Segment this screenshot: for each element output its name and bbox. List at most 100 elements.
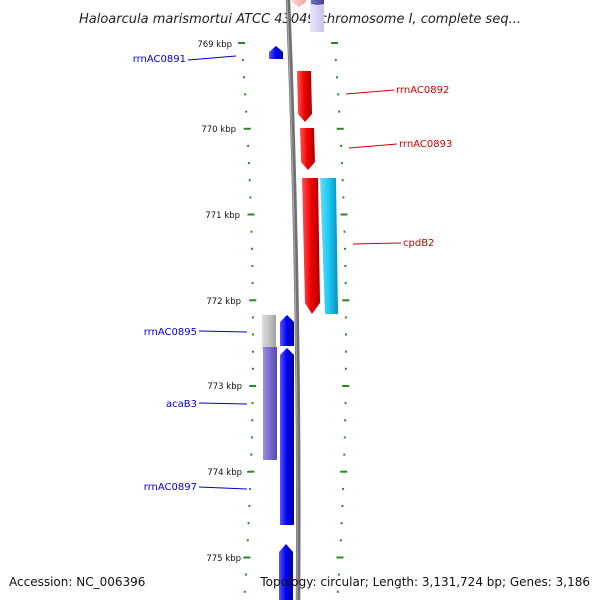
leader-acaB3 [198, 402, 248, 405]
leader-rrnAC0892 [345, 89, 395, 95]
ruler-left-major-tick [243, 556, 251, 559]
gene-feature-top-partial-forward[interactable] [311, 0, 324, 5]
ruler-right-minor-tick [344, 316, 347, 319]
scale-labels: 769 kbp 770 kbp 771 kbp 772 kbp 773 kbp … [197, 40, 242, 564]
ruler-left-minor-tick [252, 350, 254, 353]
ruler-right-minor-tick [340, 162, 343, 165]
ruler-left-major-tick [249, 299, 257, 302]
ruler-right-major-tick [340, 470, 348, 473]
map-title: Haloarcula marismortui ATCC 43049 chromo… [79, 12, 521, 27]
scale-label-773: 773 kbp [207, 382, 242, 392]
ruler-right-minor-tick [343, 247, 346, 250]
ruler-left-minor-tick [251, 265, 254, 267]
ruler-right-minor-tick [336, 76, 338, 79]
ruler-left-minor-tick [247, 144, 250, 147]
ruler-left-minor-tick [245, 110, 248, 113]
gene-label-rrnAC0891[interactable]: rrnAC0891 [133, 54, 186, 65]
leader-rrnAC0897 [198, 486, 248, 490]
ruler-right-minor-tick [343, 453, 346, 456]
gene-feature-top-partial-shadow[interactable] [310, 0, 324, 32]
gene-label-rrnAC0895[interactable]: rrnAC0895 [144, 327, 197, 338]
ruler-left-minor-tick [251, 402, 254, 405]
ruler-left-major-tick [243, 127, 251, 130]
gene-label-acaB3[interactable]: acaB3 [166, 399, 197, 410]
ruler-right-minor-tick [337, 573, 340, 576]
gene-rrnAC0892[interactable] [297, 71, 312, 122]
ruler-left-minor-tick [248, 505, 251, 507]
scale-label-774: 774 kbp [207, 468, 242, 478]
leader-rrnAC0891 [187, 55, 237, 61]
gene-label-cpdB2[interactable]: cpdB2 [403, 238, 434, 249]
ruler-right-minor-tick [334, 59, 337, 62]
ruler-right-minor-tick [345, 350, 347, 353]
gene-acaB3[interactable] [263, 347, 277, 460]
gene-rrnAC0895-shadow[interactable] [262, 315, 276, 350]
gene-label-rrnAC0892[interactable]: rrnAC0892 [396, 85, 449, 96]
ruler-right-minor-tick [345, 333, 347, 336]
gene-cpdB2-shadow[interactable] [320, 178, 338, 314]
gene-cpdB2[interactable] [302, 178, 320, 314]
ruler-left-minor-tick [252, 333, 254, 336]
ruler-left-minor-tick [247, 522, 250, 525]
gene-feature-top-partial-reverse[interactable] [292, 0, 306, 7]
ruler-left-minor-tick [248, 179, 251, 182]
ruler-left-minor-tick [250, 247, 253, 250]
ruler-left-minor-tick [244, 93, 247, 96]
ruler-right-minor-tick [344, 367, 347, 370]
ruler-right-minor-tick [336, 590, 339, 593]
ruler-right-minor-tick [338, 110, 341, 113]
ruler-right-minor-tick [342, 487, 345, 490]
gene-bottom-partial-forward[interactable] [279, 544, 293, 600]
ruler-right-minor-tick [340, 144, 343, 147]
ruler-right-minor-tick [344, 282, 347, 285]
ruler-left-minor-tick [251, 282, 254, 285]
ruler-left-major-tick [249, 385, 257, 387]
scale-ruler-left [238, 42, 257, 593]
ruler-right-minor-tick [343, 230, 346, 233]
gene-label-rrnAC0893[interactable]: rrnAC0893 [399, 139, 452, 150]
ruler-right-minor-tick [339, 539, 342, 542]
genome-info-text: Topology: circular; Length: 3,131,724 bp… [259, 575, 590, 589]
ruler-right-minor-tick [344, 265, 347, 267]
ruler-left-minor-tick [241, 59, 244, 62]
chromosome-backbone [285, 0, 301, 600]
ruler-right-minor-tick [344, 419, 347, 422]
ruler-left-minor-tick [251, 316, 254, 319]
ruler-right-minor-tick [337, 93, 340, 96]
scale-label-769: 769 kbp [197, 40, 232, 50]
scale-label-772: 772 kbp [206, 297, 241, 307]
ruler-left-major-tick [247, 470, 255, 473]
scale-label-775: 775 kbp [206, 554, 241, 564]
ruler-left-minor-tick [250, 230, 253, 233]
ruler-left-minor-tick [250, 436, 253, 439]
ruler-right-major-tick [336, 556, 344, 559]
ruler-left-minor-tick [249, 487, 252, 490]
ruler-right-major-tick [336, 127, 344, 130]
gene-rrnAC0893[interactable] [300, 128, 315, 170]
ruler-right-major-tick [342, 385, 350, 387]
ruler-left-minor-tick [250, 453, 253, 456]
gene-label-rrnAC0897[interactable]: rrnAC0897 [144, 482, 197, 493]
ruler-left-minor-tick [247, 162, 250, 165]
accession-text: Accession: NC_006396 [9, 575, 145, 589]
ruler-left-minor-tick [251, 419, 254, 422]
ruler-right-major-tick [342, 299, 350, 302]
gene-rrnAC0895[interactable] [280, 315, 294, 346]
ruler-right-major-tick [331, 42, 339, 44]
gene-rrnAC0897[interactable] [280, 348, 294, 525]
ruler-right-minor-tick [343, 436, 346, 439]
ruler-left-minor-tick [243, 590, 246, 593]
ruler-left-minor-tick [249, 196, 252, 199]
ruler-right-minor-tick [341, 505, 344, 507]
leader-cpdB2 [352, 242, 402, 245]
ruler-right-minor-tick [342, 196, 345, 199]
ruler-right-minor-tick [344, 402, 347, 405]
ruler-left-minor-tick [244, 573, 247, 576]
gene-rrnAC0891[interactable] [269, 46, 283, 59]
ruler-left-minor-tick [251, 367, 254, 370]
leader-rrnAC0893 [348, 143, 398, 149]
ruler-right-major-tick [340, 213, 348, 216]
scale-ruler-right [331, 42, 350, 593]
